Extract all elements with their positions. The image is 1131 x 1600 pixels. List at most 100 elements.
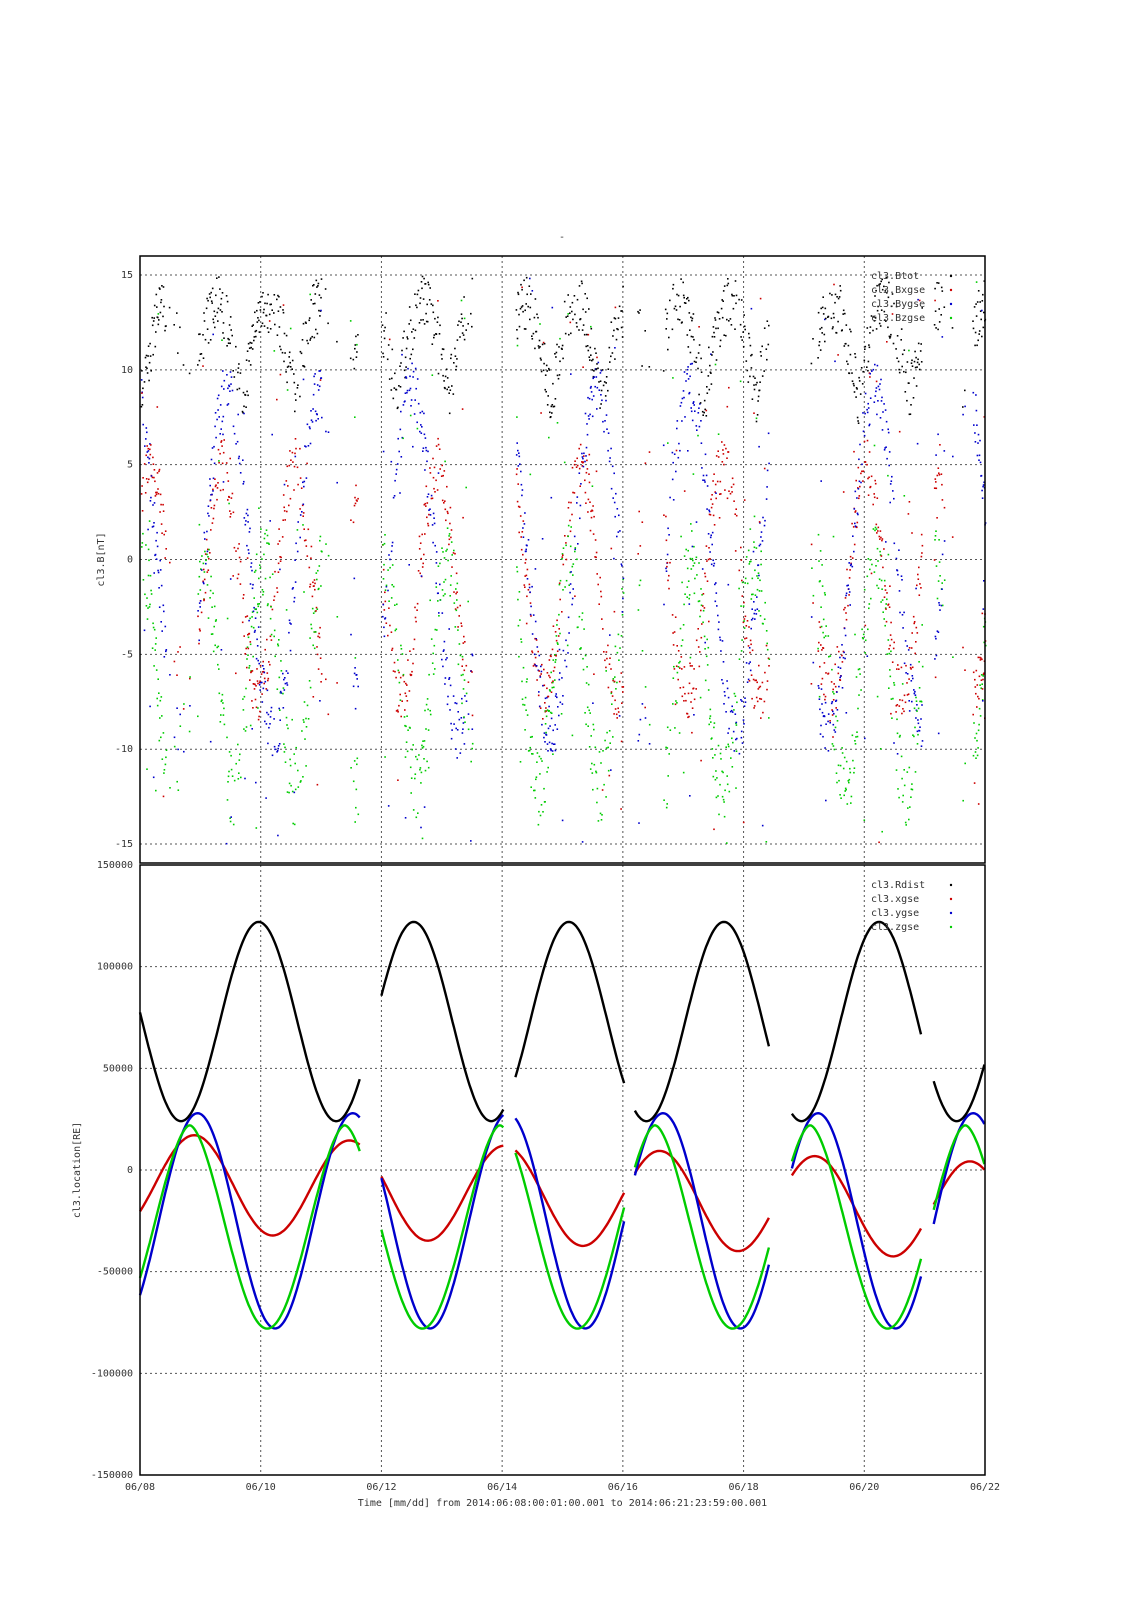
field-point-blue: [389, 558, 391, 561]
field-point-blue: [819, 733, 822, 735]
field-point-blue: [573, 535, 576, 538]
field-point-blue: [844, 634, 847, 637]
field-point-green: [601, 814, 603, 816]
field-point-blue: [227, 387, 229, 390]
field-point-green: [261, 589, 264, 591]
field-point-green: [620, 635, 623, 637]
field-point-green: [239, 753, 241, 756]
field-point-black: [683, 296, 685, 299]
field-point-green: [874, 526, 877, 529]
field-point-red: [728, 490, 730, 492]
field-point-green: [823, 636, 825, 639]
field-point-red: [979, 656, 981, 659]
field-point-green: [741, 581, 744, 584]
field-point-green: [428, 673, 430, 676]
field-point-red: [858, 497, 860, 500]
field-point-black: [687, 346, 690, 348]
field-point-green: [752, 593, 754, 596]
field-point-green: [435, 586, 438, 588]
field-point-green: [916, 710, 918, 712]
field-point-black: [458, 320, 460, 323]
field-point-blue: [708, 510, 711, 513]
field-point-red: [673, 668, 676, 670]
field-point-red: [608, 663, 611, 665]
field-point-green: [733, 692, 736, 695]
field-point-red: [889, 644, 891, 647]
field-point-black: [842, 313, 844, 315]
field-point-green: [584, 654, 587, 657]
field-point-black: [242, 391, 245, 394]
field-point-black: [250, 346, 252, 349]
field-point-red: [697, 646, 700, 648]
field-point-red: [433, 466, 436, 469]
field-point-blue: [256, 645, 259, 647]
field-point-green: [449, 584, 452, 586]
field-point-blue: [209, 478, 211, 480]
field-point-green: [447, 559, 449, 562]
field-point-red: [467, 681, 470, 683]
field-point-blue: [921, 704, 923, 706]
field-point-red: [310, 557, 312, 559]
field-point-blue: [857, 488, 860, 490]
field-point-blue: [222, 433, 224, 436]
field-point-blue: [683, 371, 686, 373]
field-point-blue: [711, 531, 714, 534]
field-point-blue: [206, 550, 209, 553]
field-point-blue: [299, 536, 301, 539]
field-point-red: [259, 710, 261, 713]
field-point-blue: [832, 723, 835, 726]
legend-marker: [949, 897, 953, 901]
field-point-blue: [607, 432, 610, 434]
field-point-red: [750, 643, 752, 646]
field-point-green: [444, 460, 446, 463]
field-point-black: [302, 322, 305, 325]
field-point-black: [824, 340, 826, 343]
field-point-green: [142, 532, 144, 535]
field-point-red: [405, 695, 408, 697]
field-point-blue: [613, 557, 615, 560]
field-point-red: [668, 587, 670, 590]
field-point-green: [693, 545, 695, 548]
field-point-blue: [161, 630, 163, 632]
field-point-black: [318, 309, 320, 312]
field-point-green: [230, 768, 233, 771]
field-point-blue: [827, 750, 830, 752]
field-point-blue: [667, 527, 669, 530]
field-point-green: [543, 787, 545, 790]
field-point-green: [316, 578, 318, 581]
field-point-blue: [687, 366, 689, 368]
field-point-red: [886, 592, 888, 594]
field-point-green: [754, 569, 756, 572]
field-point-black: [872, 329, 874, 332]
field-point-green: [246, 646, 249, 648]
field-point-green: [723, 815, 726, 818]
field-point-green: [836, 781, 838, 784]
field-point-green: [525, 681, 528, 683]
field-point-blue: [432, 512, 435, 515]
field-point-black: [462, 325, 464, 327]
field-point-red: [729, 492, 732, 495]
field-point-green: [151, 647, 154, 649]
field-point-green: [571, 565, 574, 568]
field-point-red: [163, 533, 165, 536]
field-point-black: [300, 352, 303, 355]
field-point-blue: [696, 429, 698, 431]
field-point-blue: [539, 705, 541, 708]
field-point-red: [423, 503, 426, 506]
field-point-blue: [355, 674, 358, 676]
field-point-red: [617, 707, 619, 710]
field-point-black: [456, 339, 459, 341]
field-point-red: [918, 299, 921, 302]
field-point-blue: [864, 392, 867, 395]
field-point-blue: [703, 479, 706, 482]
field-point-black: [447, 386, 450, 388]
field-point-blue: [542, 684, 544, 687]
field-point-green: [173, 745, 176, 748]
field-point-green: [840, 797, 842, 799]
field-point-green: [218, 668, 220, 670]
field-point-green: [722, 798, 725, 801]
field-point-blue: [888, 464, 890, 467]
field-point-green: [558, 613, 560, 616]
field-point-black: [524, 309, 526, 312]
field-point-black: [248, 360, 250, 362]
